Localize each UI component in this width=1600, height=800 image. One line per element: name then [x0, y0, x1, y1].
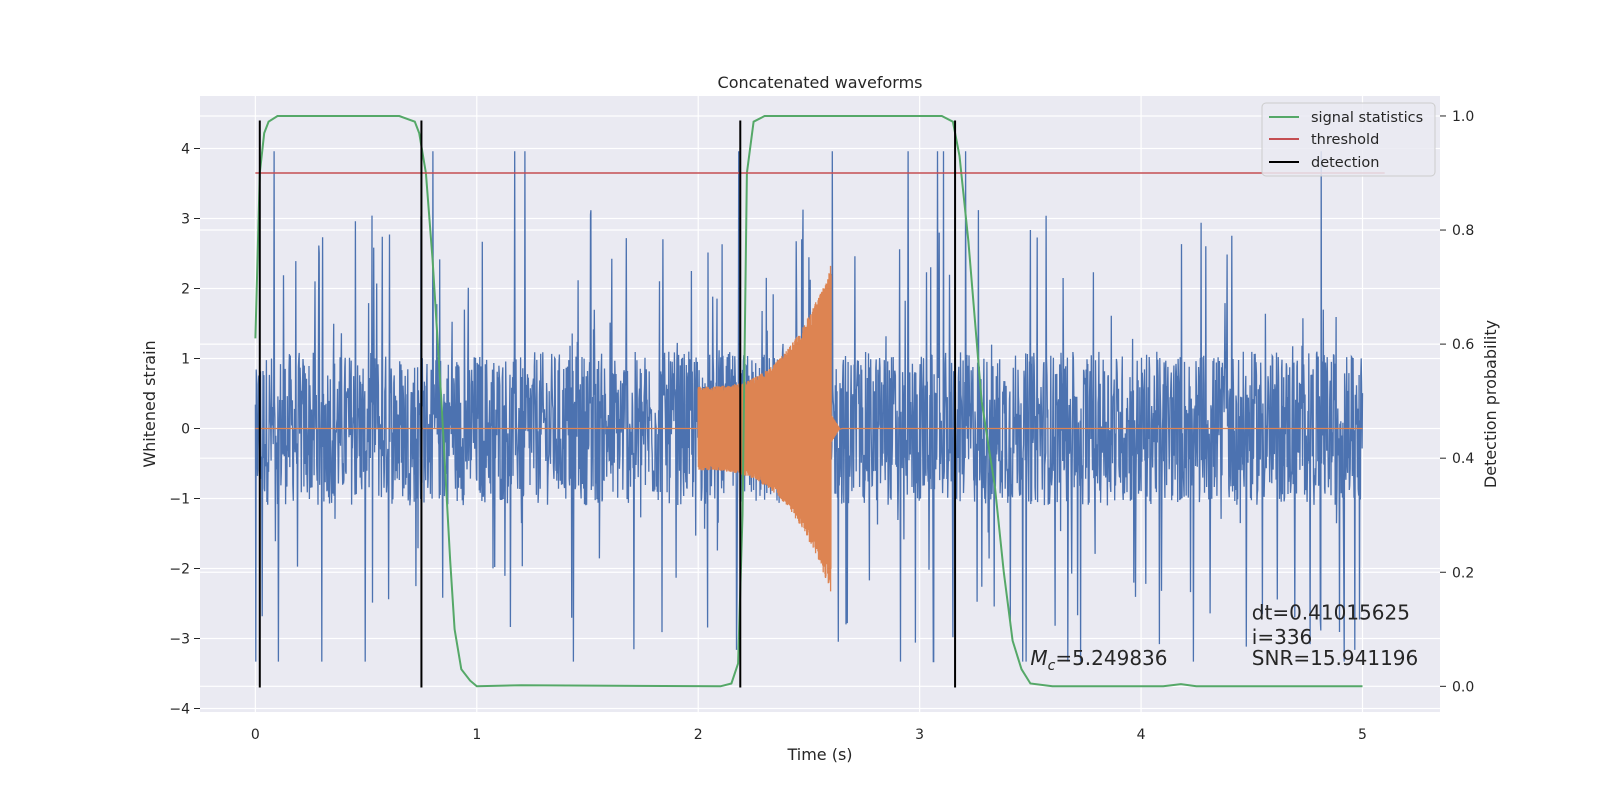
annotation-text: dt=0.41015625	[1252, 601, 1410, 625]
template-waveform-line	[255, 265, 1363, 592]
x-tick-label: 2	[694, 727, 703, 743]
y-tick-label: 4	[181, 142, 190, 158]
detection-series	[258, 120, 957, 688]
y2-tick-label: 0.4	[1452, 451, 1474, 467]
y-tick-label: 2	[181, 282, 190, 298]
annotations: dt=0.41015625 i=336 Mc=5.249836 SNR=15.941…	[1030, 601, 1418, 675]
legend-label-threshold: threshold	[1311, 132, 1379, 148]
signal-statistics-line	[254, 115, 1363, 688]
y-tick-label: 3	[181, 212, 190, 228]
y-tick-label: 0	[181, 422, 190, 438]
chart-title: Concatenated waveforms	[718, 73, 923, 92]
y-tick-label: −1	[169, 492, 190, 508]
y-tick-label: −2	[169, 562, 190, 578]
legend: signal statistics threshold detection	[1261, 102, 1436, 177]
x-axis-label: Time (s)	[786, 745, 852, 764]
y-tick-label: −4	[169, 702, 190, 718]
annotation-text: SNR=15.941196	[1252, 646, 1418, 670]
template-waveform-series	[255, 265, 1363, 592]
x-tick-label: 1	[472, 727, 481, 743]
x-tick-label: 4	[1137, 727, 1146, 743]
y2-tick-label: 0.8	[1452, 223, 1474, 239]
legend-box	[1261, 102, 1436, 177]
x-tick-label: 5	[1358, 727, 1367, 743]
y2-tick-label: 0.0	[1452, 679, 1474, 695]
x-tick-label: 3	[915, 727, 924, 743]
y2-tick-label: 0.6	[1452, 337, 1474, 353]
x-tick-label: 0	[251, 727, 260, 743]
y2-axis-label: Detection probability	[1481, 320, 1500, 488]
tick-labels: 0 1 2 3 4 5 −4 −3 −2 −1 0 1 2 3 4 0.0 0.2 0.4 0.6 0.8 1.0	[169, 109, 1474, 743]
y-tick-label: −3	[169, 632, 190, 648]
strain-noise-series	[254, 151, 1364, 663]
y2-tick-label: 1.0	[1452, 109, 1474, 125]
y2-tick-label: 0.2	[1452, 565, 1474, 581]
legend-label-detection: detection	[1311, 155, 1379, 171]
annotation-text: i=336	[1252, 625, 1313, 649]
signal-statistics-series	[254, 115, 1363, 688]
strain-noise-line	[254, 151, 1364, 663]
legend-label-signal-statistics: signal statistics	[1311, 110, 1423, 126]
annotation-text: Mc=5.249836	[1030, 646, 1167, 674]
y-tick-label: 1	[181, 352, 190, 368]
y-axis-label: Whitened strain	[140, 340, 159, 467]
